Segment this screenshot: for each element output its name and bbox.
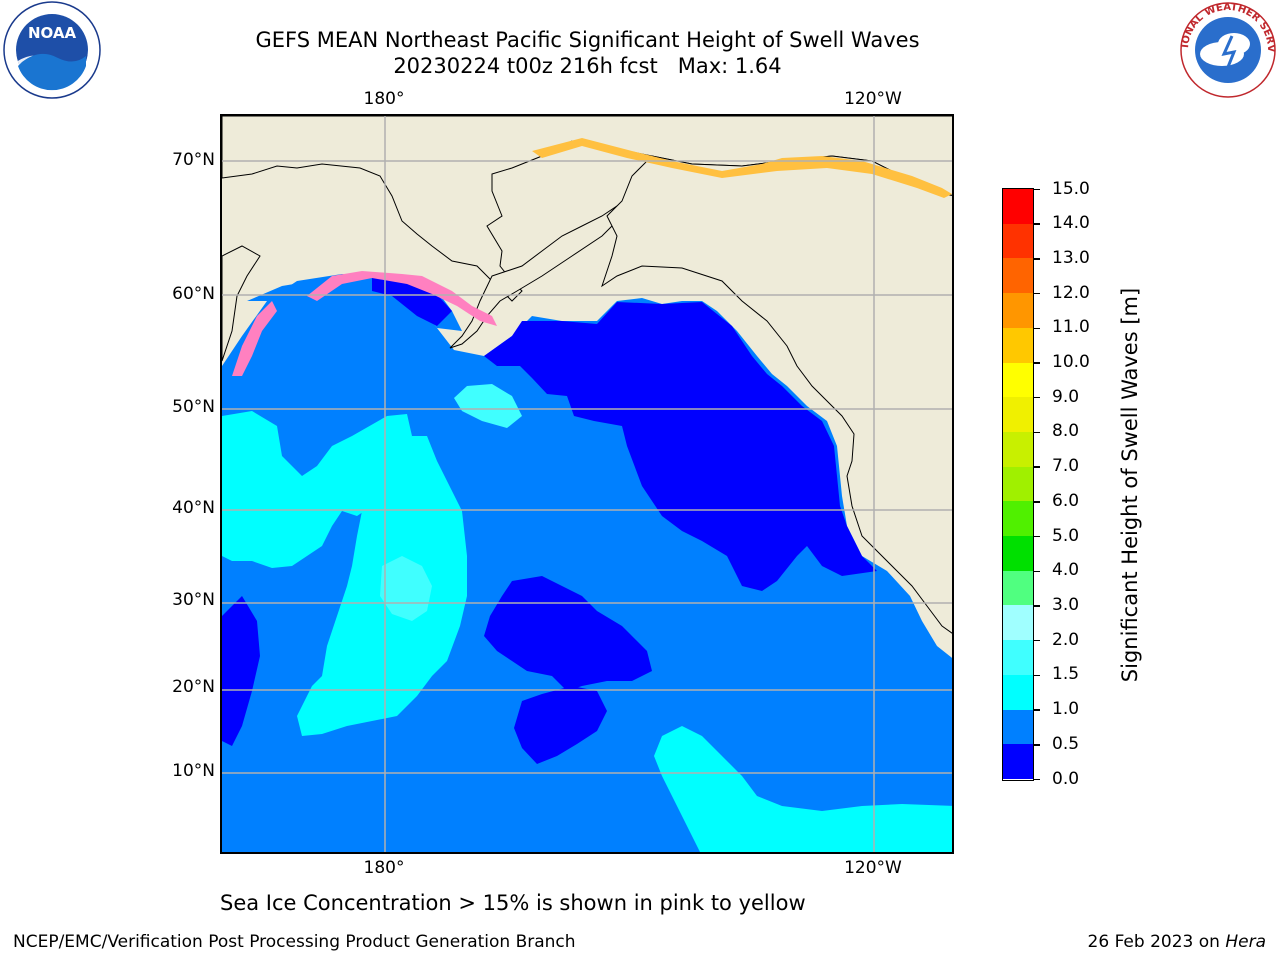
noaa-logo-text: NOAA <box>28 24 77 42</box>
lon-label-top-120w: 120°W <box>844 89 902 109</box>
credit-text: NCEP/EMC/Verification Post Processing Pr… <box>13 932 576 952</box>
lat-label-40n: 40°N <box>172 498 215 518</box>
colorbar-tick-mark <box>1034 362 1040 364</box>
colorbar-tick-mark <box>1034 709 1040 711</box>
sea-ice-arctic <box>532 138 952 198</box>
sea-ice-bering-edge <box>307 271 497 326</box>
colorbar-tick-mark <box>1034 258 1040 260</box>
colorbar-segment <box>1003 570 1033 606</box>
lon-label-bottom-180: 180° <box>363 858 405 878</box>
colorbar-tick-mark <box>1034 570 1040 572</box>
colorbar-tick-label: 0.0 <box>1052 768 1080 789</box>
low-swell-aleutian-edge <box>372 276 452 326</box>
low-swell-central <box>484 576 652 691</box>
colorbar-tick-mark <box>1034 674 1040 677</box>
colorbar-tick-label: 1.0 <box>1052 699 1080 720</box>
colorbar-tick-label: 8.0 <box>1052 421 1080 442</box>
colorbar-tick-mark <box>1034 223 1040 225</box>
colorbar-segment <box>1003 327 1033 363</box>
colorbar-tick-label: 15.0 <box>1052 178 1090 199</box>
colorbar-segment <box>1003 605 1033 641</box>
colorbar-tick-label: 0.5 <box>1052 733 1080 754</box>
lat-label-10n: 10°N <box>172 761 215 781</box>
colorbar-tick-label: 4.0 <box>1052 560 1080 581</box>
colorbar-tick-label: 9.0 <box>1052 386 1080 407</box>
lat-label-60n: 60°N <box>172 284 215 304</box>
map-panel <box>220 114 954 854</box>
colorbar-segment <box>1003 744 1033 779</box>
mid-swell-west <box>222 411 412 568</box>
low-swell-gulf-of-alaska <box>484 302 877 591</box>
mid-swell-bubble <box>454 384 522 428</box>
lat-label-50n: 50°N <box>172 397 215 417</box>
colorbar-segment <box>1003 466 1033 502</box>
colorbar-tick-label: 12.0 <box>1052 282 1090 303</box>
colorbar-tick-label: 1.5 <box>1052 664 1080 685</box>
colorbar-tick-label: 11.0 <box>1052 317 1090 338</box>
colorbar-tick-mark <box>1034 188 1040 191</box>
colorbar-tick-label: 3.0 <box>1052 594 1080 615</box>
date-prefix: 26 Feb 2023 on <box>1087 932 1226 952</box>
colorbar-segment <box>1003 431 1033 467</box>
low-swell-west <box>222 596 260 746</box>
land-russia-far-east <box>222 245 261 362</box>
colorbar-tick-mark <box>1034 535 1040 538</box>
land-north-america <box>601 155 952 634</box>
colorbar-segment <box>1003 362 1033 398</box>
mid-swell-south <box>654 726 952 852</box>
colorbar-segment <box>1003 258 1033 294</box>
colorbar-label: Significant Height of Swell Waves [m] <box>1118 287 1142 683</box>
lat-label-20n: 20°N <box>172 677 215 697</box>
colorbar-segment <box>1003 293 1033 328</box>
colorbar-segment <box>1003 397 1033 432</box>
mid-swell-central-inner <box>380 556 432 621</box>
colorbar-tick-label: 5.0 <box>1052 525 1080 546</box>
graticule <box>222 116 952 852</box>
colorbar-segment <box>1003 536 1033 571</box>
swell-map <box>222 116 952 852</box>
sea-ice-footnote: Sea Ice Concentration > 15% is shown in … <box>220 891 806 915</box>
colorbar <box>1002 188 1034 781</box>
colorbar-tick-mark <box>1034 292 1040 295</box>
colorbar-segment <box>1003 501 1033 537</box>
colorbar-tick-mark <box>1034 431 1040 434</box>
sea-ice-bering-west <box>232 301 277 376</box>
lat-label-70n: 70°N <box>172 150 215 170</box>
colorbar-tick-mark <box>1034 778 1040 781</box>
colorbar-tick-label: 14.0 <box>1052 213 1090 234</box>
colorbar-tick-label: 7.0 <box>1052 456 1080 477</box>
colorbar-tick-mark <box>1034 501 1040 503</box>
lon-label-top-180: 180° <box>363 89 405 109</box>
noaa-logo: NOAA <box>0 0 104 100</box>
colorbar-tick-mark <box>1034 744 1040 746</box>
colorbar-segment <box>1003 223 1033 259</box>
colorbar-tick-label: 2.0 <box>1052 629 1080 650</box>
lon-label-bottom-120w: 120°W <box>844 858 902 878</box>
low-swell-south <box>514 686 607 764</box>
colorbar-tick-label: 13.0 <box>1052 247 1090 268</box>
colorbar-tick-mark <box>1034 466 1040 468</box>
land-alaska-peninsula <box>449 200 634 349</box>
colorbar-tick-label: 10.0 <box>1052 352 1090 373</box>
chart-title-line1: GEFS MEAN Northeast Pacific Significant … <box>255 28 920 52</box>
colorbar-tick-mark <box>1034 605 1040 607</box>
date-text: 26 Feb 2023 on Hera <box>1088 932 1266 952</box>
colorbar-tick-mark <box>1034 639 1040 642</box>
lat-label-30n: 30°N <box>172 590 215 610</box>
colorbar-segment <box>1003 189 1033 224</box>
colorbar-segment <box>1003 640 1033 675</box>
colorbar-tick-mark <box>1034 396 1040 399</box>
chart-title-line2: 20230224 t00z 216h fcst Max: 1.64 <box>393 54 782 78</box>
nws-logo: NATIONAL WEATHER SERVICE <box>1172 0 1280 100</box>
colorbar-tick-label: 6.0 <box>1052 490 1080 511</box>
colorbar-tick-mark <box>1034 327 1040 330</box>
date-host: Hera <box>1225 932 1266 952</box>
colorbar-segment <box>1003 674 1033 710</box>
colorbar-segment <box>1003 709 1033 745</box>
